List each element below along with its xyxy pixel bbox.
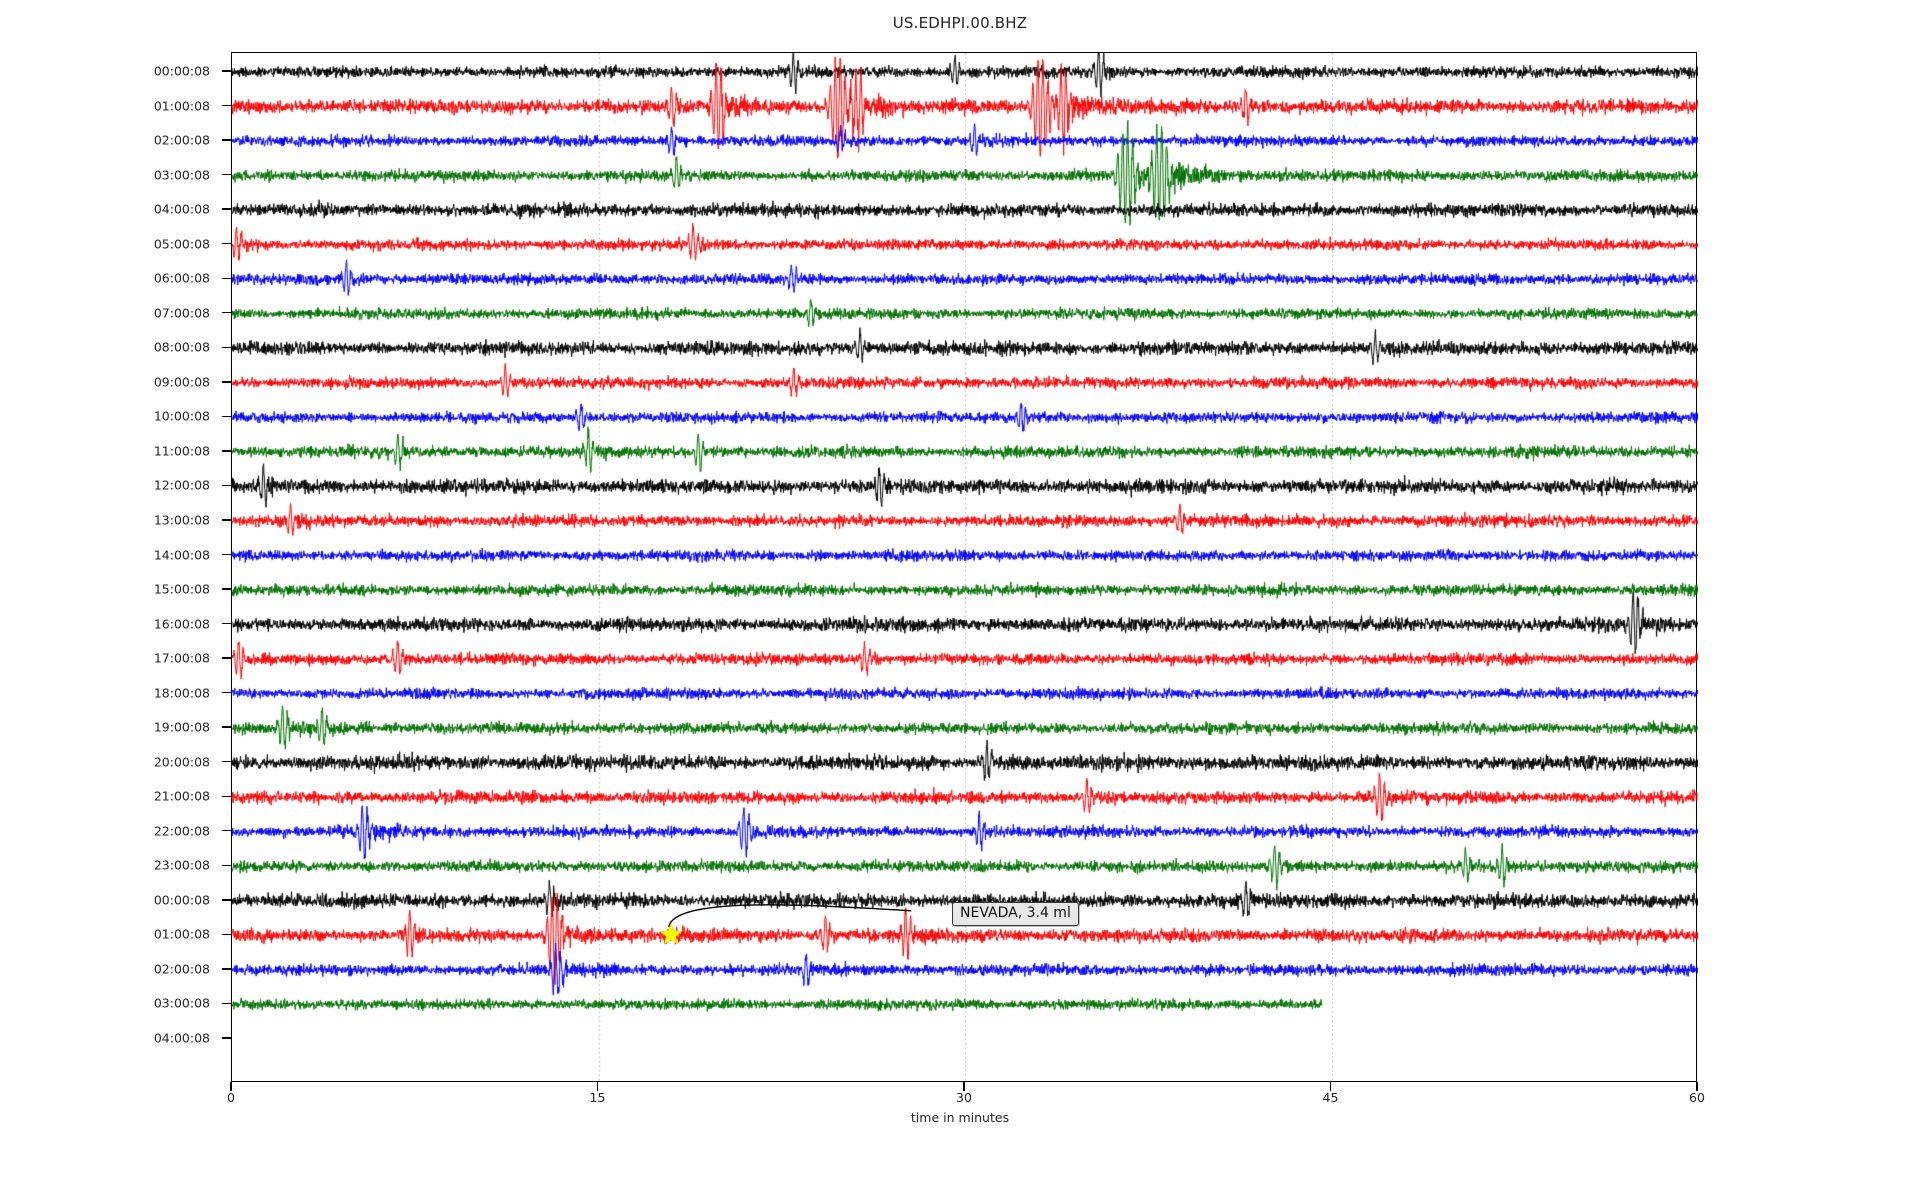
y-tick-mark (222, 864, 231, 866)
y-tick-mark (222, 208, 231, 210)
y-tick-mark (222, 795, 231, 797)
event-annotation-label: NEVADA, 3.4 ml (952, 902, 1079, 927)
y-tick-mark (222, 1037, 231, 1039)
y-tick-mark (222, 553, 231, 556)
y-tick-mark (222, 450, 231, 452)
x-tick-mark (230, 1082, 232, 1091)
y-tick-label: 18:00:08 (153, 685, 210, 701)
y-tick-label: 12:00:08 (153, 477, 210, 493)
y-tick-mark (222, 761, 231, 763)
y-tick-mark (222, 346, 231, 348)
y-tick-label: 19:00:08 (153, 719, 210, 735)
y-tick-label: 00:00:08 (153, 63, 210, 79)
y-tick-label: 06:00:08 (153, 270, 210, 286)
y-tick-mark (222, 484, 231, 487)
y-tick-label: 05:00:08 (153, 236, 210, 252)
y-tick-mark (222, 70, 231, 72)
y-tick-mark (222, 415, 231, 418)
y-tick-label: 09:00:08 (153, 374, 210, 390)
y-tick-label: 02:00:08 (153, 132, 210, 148)
earthquake-star-marker (659, 923, 682, 945)
y-tick-label: 23:00:08 (153, 857, 210, 873)
y-tick-label: 10:00:08 (153, 408, 210, 424)
y-tick-mark (222, 312, 231, 314)
x-tick-mark (1696, 1082, 1698, 1091)
y-tick-label: 14:00:08 (153, 547, 210, 562)
x-tick-mark (963, 1082, 965, 1091)
y-tick-label: 07:00:08 (153, 305, 210, 321)
y-tick-label: 20:00:08 (153, 754, 210, 770)
y-tick-label: 15:00:08 (153, 581, 210, 597)
y-tick-mark (222, 726, 231, 728)
y-tick-label: 16:00:08 (153, 616, 210, 632)
y-tick-label: 03:00:08 (153, 995, 210, 1011)
x-tick-label: 15 (589, 1090, 606, 1105)
y-tick-mark (222, 899, 231, 901)
y-tick-mark (222, 381, 231, 383)
y-tick-mark (222, 933, 231, 936)
y-tick-mark (222, 277, 231, 279)
x-tick-mark (1329, 1082, 1332, 1091)
y-tick-mark (222, 519, 231, 521)
y-tick-label: 17:00:08 (153, 650, 210, 666)
y-tick-label: 01:00:08 (153, 926, 210, 942)
y-tick-mark (222, 173, 231, 176)
y-tick-label: 11:00:08 (153, 443, 210, 459)
plot-area (231, 52, 1698, 1083)
y-tick-mark (222, 968, 231, 970)
y-tick-label: 02:00:08 (153, 961, 210, 977)
y-tick-label: 04:00:08 (153, 201, 210, 217)
y-axis-tick-labels: 00:00:08 01:00:08 02:00:08 03:00:08 04:00:08… (0, 0, 222, 1200)
y-tick-mark (222, 588, 231, 590)
y-tick-label: 21:00:08 (153, 788, 210, 804)
x-tick-mark (596, 1082, 599, 1091)
y-tick-mark (222, 657, 231, 659)
y-tick-mark (222, 139, 231, 141)
page-title: US.EDHPI.00.BHZ (892, 14, 1028, 32)
y-tick-label: 03:00:08 (153, 167, 210, 183)
y-tick-mark (222, 242, 231, 245)
y-tick-mark (222, 622, 231, 625)
x-tick-label: 30 (956, 1090, 972, 1105)
y-tick-label: 04:00:08 (153, 1030, 210, 1046)
x-tick-label: 0 (227, 1090, 235, 1105)
x-axis-label: time in minutes (910, 1110, 1010, 1125)
y-tick-mark (222, 691, 231, 694)
seismogram-traces-canvas (232, 53, 1698, 1083)
y-tick-mark (222, 1002, 231, 1005)
y-tick-label: 01:00:08 (153, 98, 210, 114)
y-tick-label: 13:00:08 (153, 512, 210, 528)
x-tick-label: 60 (1689, 1090, 1705, 1105)
y-tick-mark (222, 830, 231, 832)
x-tick-label: 45 (1322, 1090, 1339, 1105)
y-tick-mark (222, 104, 231, 107)
y-tick-label: 22:00:08 (153, 823, 210, 839)
y-tick-label: 08:00:08 (153, 339, 210, 355)
y-tick-label: 00:00:08 (153, 892, 210, 908)
